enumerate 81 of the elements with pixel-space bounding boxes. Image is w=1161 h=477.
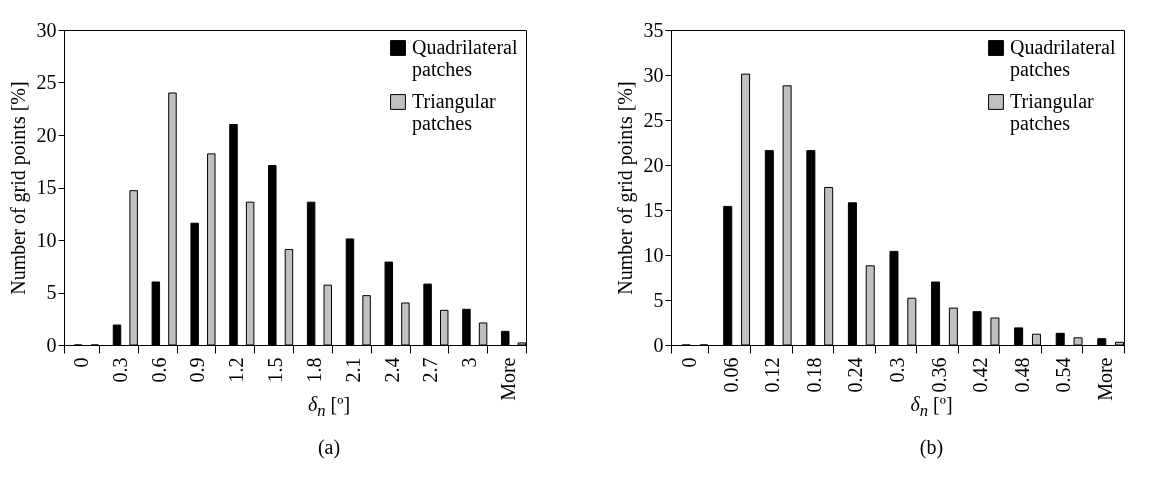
x-tick-label: 0.48	[1010, 357, 1033, 393]
bar	[907, 297, 917, 346]
x-tick-label: 0	[678, 357, 701, 368]
legend-label: Quadrilateral patches	[1010, 36, 1116, 81]
y-tick-label: 15	[643, 198, 664, 221]
bar	[462, 308, 471, 346]
y-tick-label: 25	[36, 71, 57, 93]
bar	[723, 205, 733, 346]
x-tick-label: 1.8	[302, 357, 325, 383]
x-tick-label: 3	[458, 357, 481, 368]
x-tick-label: 0.18	[802, 357, 825, 393]
bar	[478, 322, 488, 346]
x-axis-title: δ$_{n}$ [º]	[307, 393, 351, 420]
x-tick-label: 0.06	[719, 357, 742, 393]
x-tick-label: 0.6	[147, 357, 170, 383]
bar	[401, 302, 410, 346]
y-tick-label: 30	[643, 63, 664, 86]
x-tick-label: 1.5	[264, 357, 287, 383]
y-tick-label: 20	[643, 153, 664, 176]
bar	[151, 281, 161, 346]
x-tick-label: 0.24	[844, 357, 867, 393]
bar	[1097, 338, 1107, 346]
bar	[1014, 327, 1024, 346]
x-tick-label: 2.1	[341, 357, 364, 383]
x-tick-label: More	[497, 357, 520, 401]
x-tick-label: 0.12	[761, 357, 784, 393]
text: (b)	[918, 436, 945, 459]
bar	[847, 202, 857, 346]
x-tick-label: More	[1093, 357, 1116, 401]
legend-label: Triangular patches	[1010, 90, 1095, 135]
y-tick-label: 30	[36, 18, 57, 41]
y-tick-label: 5	[653, 288, 664, 311]
bar	[229, 124, 238, 346]
x-tick-label: 0.3	[108, 357, 131, 383]
y-tick-label: 10	[36, 228, 57, 251]
x-axis-title: δ$_{n}$ [º]	[910, 393, 953, 420]
bar	[423, 283, 432, 346]
bar	[806, 150, 816, 346]
bar	[306, 201, 316, 346]
y-tick-label: 10	[643, 243, 664, 266]
bar	[948, 307, 958, 346]
bar	[190, 222, 199, 346]
bar	[865, 265, 875, 346]
bar	[931, 281, 941, 346]
y-tick-label: 25	[643, 108, 664, 131]
bar	[268, 164, 277, 346]
x-tick-label: 0.36	[927, 357, 950, 393]
bar	[972, 311, 982, 346]
legend-label: Quadrilateral patches	[412, 36, 518, 81]
bar	[168, 92, 177, 346]
bar	[323, 284, 333, 346]
bar	[284, 248, 294, 346]
bar	[384, 261, 394, 346]
x-tick-label: 2.7	[419, 357, 442, 383]
bar	[1031, 333, 1041, 346]
bar	[1055, 332, 1065, 346]
bar	[741, 73, 751, 346]
x-tick-label: 0	[69, 357, 92, 368]
bar	[501, 330, 510, 346]
x-tick-label: 0.54	[1052, 357, 1075, 393]
y-axis-title: Number of grid points [%]	[613, 81, 637, 295]
bar	[824, 187, 834, 346]
y-tick-label: 35	[643, 18, 664, 41]
y-tick-label: 5	[46, 281, 57, 303]
legend-label: Triangular patches	[412, 90, 497, 135]
bar	[362, 295, 371, 346]
x-tick-label: 2.4	[380, 357, 403, 383]
y-tick-label: 15	[36, 176, 57, 198]
bar	[782, 85, 792, 346]
bar	[129, 190, 138, 346]
bar	[345, 238, 355, 346]
y-axis-title: Number of grid points [%]	[6, 81, 30, 295]
bar	[112, 324, 122, 346]
bar	[889, 250, 899, 346]
text: (a)	[316, 436, 342, 459]
x-tick-label: 0.42	[969, 357, 992, 393]
x-tick-label: 0.3	[886, 357, 908, 383]
bar	[764, 150, 774, 346]
y-tick-label: 20	[36, 123, 57, 146]
x-tick-label: 1.2	[225, 357, 248, 383]
x-tick-label: 0.9	[186, 357, 209, 383]
